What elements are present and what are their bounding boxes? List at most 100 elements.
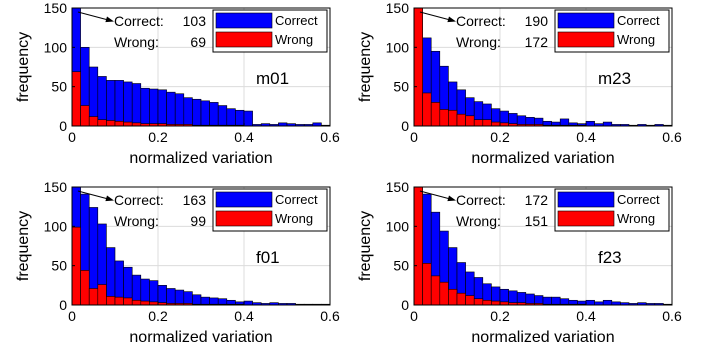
bar-correct — [243, 300, 253, 306]
x-tick-label: 0 — [68, 308, 76, 324]
y-tick-label: 50 — [393, 79, 409, 95]
x-tick-label: 0.4 — [234, 308, 254, 324]
annotation-wrong-value: 69 — [190, 34, 206, 50]
bar-correct — [174, 93, 185, 127]
bar-correct — [114, 80, 124, 127]
annotation-wrong-label: Wrong: — [456, 213, 501, 229]
annotation-wrong-label: Wrong: — [114, 213, 159, 229]
legend-swatch-correct — [557, 191, 615, 208]
bar-wrong — [465, 115, 475, 127]
axes-box — [71, 7, 331, 127]
legend: Correct Wrong — [554, 188, 670, 232]
x-tick-label: 0.6 — [320, 129, 340, 145]
x-axis-label: normalized variation — [129, 329, 272, 346]
bar-wrong — [422, 92, 432, 127]
bar-wrong — [114, 296, 124, 306]
panel-label: f01 — [256, 248, 280, 267]
x-tick-label: 0.6 — [662, 308, 682, 324]
bar-wrong — [413, 7, 423, 127]
bar-wrong — [456, 113, 466, 127]
bar-wrong — [465, 295, 475, 306]
bar-correct — [551, 296, 561, 306]
legend: Correct Wrong — [212, 188, 328, 232]
annotation-correct-value: 172 — [525, 192, 549, 208]
bar-wrong — [114, 120, 124, 127]
annotation-correct-label: Correct: — [114, 192, 164, 208]
annotation-arrowhead — [447, 16, 456, 23]
legend: Correct Wrong — [212, 9, 328, 53]
x-tick-label: 0.6 — [320, 308, 340, 324]
bar-wrong — [140, 300, 150, 306]
x-tick-label: 0.4 — [234, 129, 254, 145]
bar-correct — [183, 97, 193, 127]
bar-correct — [585, 299, 595, 306]
legend-label-wrong: Wrong — [275, 32, 313, 47]
legend-swatch-wrong — [215, 210, 273, 227]
bar-correct — [226, 108, 236, 127]
annotation-arrowhead — [105, 16, 114, 23]
x-axis-label: normalized variation — [129, 150, 272, 167]
annotation-correct-label: Correct: — [114, 13, 164, 29]
y-tick-label: 100 — [44, 218, 68, 234]
annotation-wrong-label: Wrong: — [456, 34, 501, 50]
legend-swatch-correct — [215, 191, 273, 208]
y-tick-label: 0 — [59, 297, 67, 313]
bar-wrong — [106, 120, 116, 127]
bar-wrong — [448, 109, 458, 127]
y-axis-label: frequency — [15, 32, 32, 102]
panel-label: f23 — [598, 248, 622, 267]
bar-correct — [157, 285, 167, 306]
x-tick-label: 0 — [410, 308, 418, 324]
bar-correct — [123, 81, 133, 127]
bar-wrong — [422, 263, 432, 306]
bar-wrong — [482, 299, 492, 306]
annotation-wrong-value: 151 — [525, 213, 549, 229]
bar-wrong — [473, 298, 484, 306]
x-tick-label: 0 — [410, 129, 418, 145]
annotation-wrong-value: 99 — [190, 213, 206, 229]
bar-correct — [166, 91, 176, 127]
legend-swatch-wrong — [557, 210, 615, 227]
bar-correct — [157, 89, 167, 127]
y-axis-label: frequency — [15, 211, 32, 281]
annotation-wrong-label: Wrong: — [114, 34, 159, 50]
panel-m23: 0 0.2 0.4 0.6 0 50 100 150 normalized variation f… — [357, 0, 682, 167]
legend-swatch-correct — [215, 12, 273, 29]
bar-correct — [585, 120, 595, 127]
annotation-correct-label: Correct: — [456, 192, 506, 208]
bar-correct — [106, 80, 116, 127]
bar-wrong — [430, 102, 441, 127]
y-tick-label: 0 — [401, 118, 409, 134]
annotation-correct-label: Correct: — [456, 13, 506, 29]
bar-wrong — [131, 299, 142, 306]
bar-wrong — [97, 284, 107, 306]
y-axis-label: frequency — [357, 211, 374, 281]
bar-correct — [200, 296, 210, 306]
bar-wrong — [456, 292, 466, 306]
legend-swatch-wrong — [215, 31, 273, 48]
legend-label-wrong: Wrong — [275, 211, 313, 226]
bar-correct — [542, 296, 552, 306]
axes-box — [71, 186, 331, 306]
bar-wrong — [123, 121, 133, 127]
bar-wrong — [80, 270, 90, 306]
bar-correct — [200, 100, 210, 127]
legend-label-correct: Correct — [617, 13, 660, 28]
y-tick-label: 0 — [59, 118, 67, 134]
bar-wrong — [88, 116, 99, 127]
bar-wrong — [448, 288, 458, 306]
legend-label-correct: Correct — [617, 192, 660, 207]
bar-correct — [174, 289, 185, 306]
bar-wrong — [491, 121, 501, 127]
x-tick-label: 0.2 — [148, 308, 168, 324]
y-tick-label: 0 — [401, 297, 409, 313]
y-tick-label: 150 — [386, 179, 410, 195]
panel-m01: 0 0.2 0.4 0.6 0 50 100 150 normalized variation f… — [15, 0, 340, 167]
bar-correct — [183, 291, 193, 306]
x-tick-label: 0.4 — [576, 129, 596, 145]
annotation-wrong-value: 172 — [525, 34, 549, 50]
y-tick-label: 100 — [386, 218, 410, 234]
panel-f23: 0 0.2 0.4 0.6 0 50 100 150 normalized variation f… — [357, 179, 682, 346]
bar-correct — [209, 102, 219, 127]
